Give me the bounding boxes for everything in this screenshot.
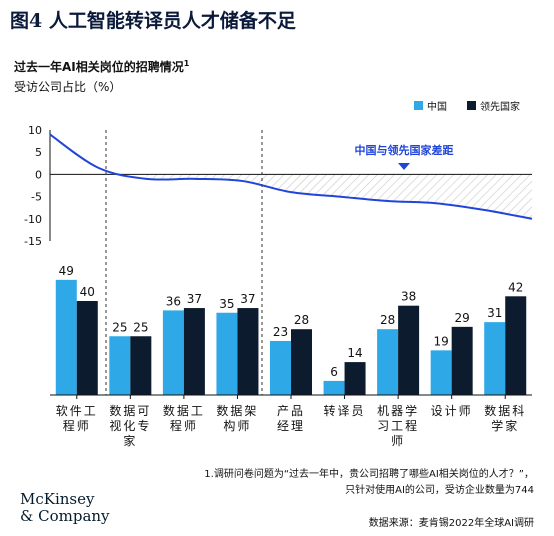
- y-tick-label: -15: [24, 235, 42, 248]
- bar-label-china: 19: [434, 334, 449, 348]
- bar-label-china: 23: [273, 325, 288, 339]
- source-note: 数据来源：麦肯锡2022年全球AI调研: [368, 518, 534, 529]
- legend-label-china: 中国: [427, 102, 447, 113]
- y-tick-label: -5: [31, 191, 42, 204]
- bar-china: [430, 350, 452, 395]
- bar-leading: [291, 329, 312, 395]
- footnote-line-1: 1.调研问卷问题为“过去一年中，贵公司招聘了哪些AI相关岗位的人才？”，: [204, 469, 534, 480]
- bar-china: [109, 336, 131, 395]
- bar-label-china: 49: [59, 264, 74, 278]
- bar-china: [55, 279, 77, 395]
- bar-label-china: 25: [112, 320, 127, 334]
- x-tick-label: 学家: [491, 418, 519, 433]
- x-tick-label: 机器学: [377, 403, 419, 418]
- bar-label-china: 36: [166, 294, 181, 308]
- y-tick-label: 5: [35, 146, 42, 159]
- bar-china: [484, 322, 506, 395]
- bar-leading: [505, 296, 527, 395]
- y-tick-label: 0: [35, 168, 42, 181]
- x-tick-label: 软件工: [56, 404, 98, 418]
- bar-leading: [451, 326, 473, 395]
- x-tick-label: 数据可: [109, 403, 151, 418]
- bar-label-leading: 37: [187, 292, 202, 306]
- bar-label-leading: 38: [401, 290, 416, 304]
- x-tick-label: 数据工: [163, 403, 205, 418]
- gap-annotation: 中国与领先国家差距: [355, 143, 454, 157]
- chart-subtitle: 过去一年AI相关岗位的招聘情况1: [14, 59, 190, 74]
- bar-china: [323, 380, 345, 395]
- x-tick-label: 程师: [170, 418, 198, 433]
- x-tick-label: 设计师: [431, 404, 473, 418]
- x-tick-label: 构师: [223, 418, 251, 433]
- bar-label-leading: 14: [347, 346, 362, 360]
- bar-label-china: 6: [330, 365, 338, 379]
- bar-label-leading: 37: [240, 292, 255, 306]
- unit-label: 受访公司占比（%）: [14, 80, 122, 94]
- x-tick-label: 视化专: [109, 418, 151, 433]
- footnote-ref: 1: [183, 59, 190, 68]
- legend: 中国 领先国家: [414, 98, 520, 113]
- bar-label-leading: 25: [133, 320, 148, 334]
- x-tick-label: 程师: [63, 418, 91, 433]
- bar-leading: [130, 336, 152, 395]
- bar-label-leading: 40: [80, 285, 95, 299]
- x-tick-label: 家: [123, 433, 137, 448]
- legend-swatch-leading: [467, 101, 476, 110]
- x-tick-label: 习工程: [377, 418, 419, 433]
- bar-leading: [344, 362, 366, 395]
- gap-annotation-marker: [398, 163, 410, 170]
- bar-leading: [237, 308, 259, 395]
- legend-swatch-china: [414, 101, 423, 110]
- x-tick-label: 师: [391, 434, 405, 448]
- x-tick-label: 产品: [277, 404, 305, 418]
- page-title: 图4 人工智能转译员人才储备不足: [10, 10, 296, 32]
- bar-label-leading: 42: [508, 280, 523, 294]
- legend-label-leading: 领先国家: [480, 102, 520, 113]
- bar-china: [377, 329, 399, 395]
- x-tick-label: 经理: [277, 419, 305, 433]
- bar-label-china: 35: [219, 297, 234, 311]
- bar-china: [270, 340, 291, 395]
- bar-china: [162, 310, 184, 395]
- footnote: 1.调研问卷问题为“过去一年中，贵公司招聘了哪些AI相关岗位的人才？”， 只针对…: [204, 467, 534, 499]
- bar-leading: [398, 305, 420, 395]
- bar-leading: [183, 308, 205, 395]
- gap-line: [49, 133, 533, 220]
- bar-label-leading: 29: [455, 311, 470, 325]
- bar-label-china: 28: [380, 313, 395, 327]
- x-tick-label: 转译员: [324, 403, 366, 418]
- x-tick-label: 数据架: [216, 403, 258, 418]
- mckinsey-logo: McKinsey & Company: [20, 490, 110, 525]
- y-tick-label: -10: [24, 213, 42, 226]
- bar-label-china: 31: [487, 306, 502, 320]
- x-tick-label: 数据科: [484, 403, 526, 418]
- footnote-line-2: 只针对使用AI的公司，受访企业数量为744: [345, 485, 534, 496]
- bar-china: [216, 312, 238, 395]
- bar-leading: [76, 301, 98, 395]
- y-tick-label: 10: [28, 124, 42, 137]
- bar-label-leading: 28: [294, 313, 309, 327]
